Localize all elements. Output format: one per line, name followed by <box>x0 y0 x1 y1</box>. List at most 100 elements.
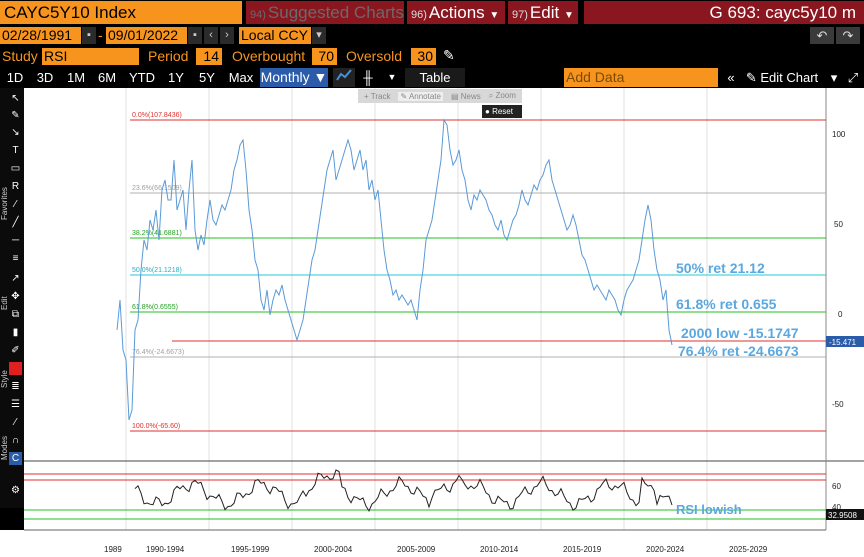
chevron-down-icon[interactable]: ▾ <box>830 70 838 85</box>
pen-icon[interactable]: ✐ <box>11 345 20 356</box>
fib-icon[interactable]: ≡ <box>12 253 19 264</box>
timeframe-1m[interactable]: 1M <box>66 70 86 85</box>
color-swatch-icon[interactable] <box>9 362 22 375</box>
y-tick-0: 0 <box>838 310 843 319</box>
pointer-icon[interactable]: ↖ <box>11 93 20 104</box>
calendar-icon[interactable]: ▪ <box>82 27 96 44</box>
frequency-select[interactable]: Monthly ▼ <box>260 68 328 87</box>
last-value-text: -15.471 <box>829 338 857 347</box>
ticker-field[interactable]: CAYC5Y10 Index <box>0 1 242 24</box>
line-icon[interactable]: ╱ <box>12 217 19 228</box>
last-value-tag <box>826 336 864 347</box>
add-data-input[interactable]: Add Data <box>564 68 718 87</box>
zoom-tool[interactable]: ⌕ Zoom <box>488 91 516 100</box>
undo-icon[interactable]: ↶ <box>810 27 834 44</box>
track-tool[interactable]: + Track <box>364 91 391 101</box>
rectangle-icon[interactable]: ▭ <box>10 163 21 174</box>
x-tick-2015-2019: 2015-2019 <box>563 545 602 554</box>
redo-icon[interactable]: ↷ <box>836 27 860 44</box>
settings-icon[interactable]: ⚙ <box>11 485 20 496</box>
rsi-tick-40: 40 <box>832 503 841 512</box>
pencil-icon[interactable]: ✎ <box>443 47 455 63</box>
brush-icon[interactable]: ⁄ <box>14 199 17 210</box>
annotate-tool[interactable]: ✎ Annotate <box>398 91 443 101</box>
calendar-icon[interactable]: ▪ <box>188 27 202 44</box>
move-icon[interactable]: ✥ <box>11 291 20 302</box>
chevron-down-icon: ▼ <box>563 10 574 21</box>
timeframe-6m[interactable]: 6M <box>97 70 117 85</box>
edit-menu[interactable]: 97) Edit ▼ <box>508 1 578 24</box>
rsi-last-value-tag <box>826 509 864 520</box>
timeframe-5y[interactable]: 5Y <box>199 70 215 85</box>
line-style-icon[interactable]: ≣ <box>11 381 20 392</box>
oversold-label: Oversold <box>346 48 403 64</box>
period-label: Period <box>148 48 189 64</box>
chevron-down-icon[interactable]: ▼ <box>387 72 397 82</box>
suggested-charts-button[interactable]: 94) Suggested Charts <box>246 1 404 24</box>
collapse-icon[interactable]: « <box>727 70 735 85</box>
magnet-icon[interactable]: ∩ <box>11 435 20 446</box>
hline-icon[interactable]: ─ <box>11 235 20 246</box>
trash-icon[interactable]: ▮ <box>12 327 19 338</box>
text-icon[interactable]: T <box>12 145 19 156</box>
rsi-series-line <box>134 469 673 512</box>
oversold-input[interactable]: 30 <box>411 48 436 65</box>
fib-label-382: 38.2%(41.6881) <box>132 230 182 237</box>
expand-icon[interactable]: ⤢ <box>847 70 859 85</box>
news-tool[interactable]: ▤ News <box>450 91 481 101</box>
overbought-input[interactable]: 70 <box>312 48 337 65</box>
end-date-input[interactable]: 09/01/2022 <box>106 27 187 44</box>
x-tick-2025-2029: 2025-2029 <box>729 545 768 554</box>
timeframe-ytd[interactable]: YTD <box>129 70 155 85</box>
currency-select[interactable]: Local CCY <box>239 27 311 44</box>
next-arrow-icon[interactable]: › <box>220 27 234 44</box>
arrow-icon[interactable]: ↗ <box>11 273 20 284</box>
timeframe-1d[interactable]: 1D <box>6 70 24 85</box>
y-tick-50: 50 <box>834 220 843 229</box>
x-tick-1989: 1989 <box>104 545 122 554</box>
graph-title: G 693: cayc5y10 m <box>584 1 864 24</box>
annotation-rsi: RSI lowish <box>676 502 742 517</box>
period-input[interactable]: 14 <box>196 48 222 65</box>
rsi-tick-60: 60 <box>832 482 841 491</box>
chevron-down-icon[interactable]: ▾ <box>312 27 326 44</box>
annotation-618-ret: 61.8% ret 0.655 <box>676 296 777 312</box>
prev-arrow-icon[interactable]: ‹ <box>204 27 218 44</box>
x-tick-2010-2014: 2010-2014 <box>480 545 519 554</box>
x-tick-1995-1999: 1995-1999 <box>231 545 270 554</box>
fib-label-236: 23.6%(66.1509) <box>132 185 182 192</box>
edit-chart-button[interactable]: ✎ Edit Chart <box>745 70 819 85</box>
rsi-last-value-text: 32.9508 <box>828 511 857 520</box>
chart-tools-bar: + Track ✎ Annotate ▤ News ⌕ Zoom <box>358 89 522 103</box>
start-date-input[interactable]: 02/28/1991 <box>0 27 81 44</box>
fib-label-50: 50.0%(21.1218) <box>132 267 182 274</box>
crosshair-icon[interactable]: C <box>9 452 22 465</box>
study-input[interactable]: RSI <box>42 48 139 65</box>
trend-icon[interactable]: ↘ <box>11 127 20 138</box>
bar-chart-icon[interactable]: ╫ <box>363 70 373 85</box>
date-separator: - <box>98 27 103 43</box>
annotate-icon[interactable]: ✎ <box>11 110 20 121</box>
reference-icon[interactable]: R <box>11 181 20 192</box>
annotation-2000-low: 2000 low -15.1747 <box>681 325 799 341</box>
actions-menu[interactable]: 96) Actions ▼ <box>407 1 505 24</box>
fib-label-764: 76.4%(-24.6673) <box>132 349 184 356</box>
reset-button[interactable]: ● Reset <box>482 105 522 118</box>
x-tick-1990-1994: 1990-1994 <box>146 545 185 554</box>
overbought-label: Overbought <box>232 48 306 64</box>
annotation-764-ret: 76.4% ret -24.6673 <box>678 343 799 359</box>
fib-label-0: 0.0%(107.8436) <box>132 112 182 119</box>
line-chart-icon[interactable] <box>333 68 355 87</box>
timeframe-max[interactable]: Max <box>228 70 254 85</box>
fib-label-618: 61.8%(0.6555) <box>132 304 178 311</box>
x-tick-2020-2024: 2020-2024 <box>646 545 685 554</box>
copy-icon[interactable]: ⧉ <box>11 309 20 320</box>
timeframe-1y[interactable]: 1Y <box>168 70 184 85</box>
list-icon[interactable]: ☰ <box>11 399 20 410</box>
timeframe-3d[interactable]: 3D <box>36 70 54 85</box>
table-button[interactable]: Table <box>405 68 465 87</box>
y-tick-100: 100 <box>832 130 846 139</box>
draw-icon[interactable]: ⁄ <box>14 417 17 428</box>
annotation-50-ret: 50% ret 21.12 <box>676 260 765 276</box>
